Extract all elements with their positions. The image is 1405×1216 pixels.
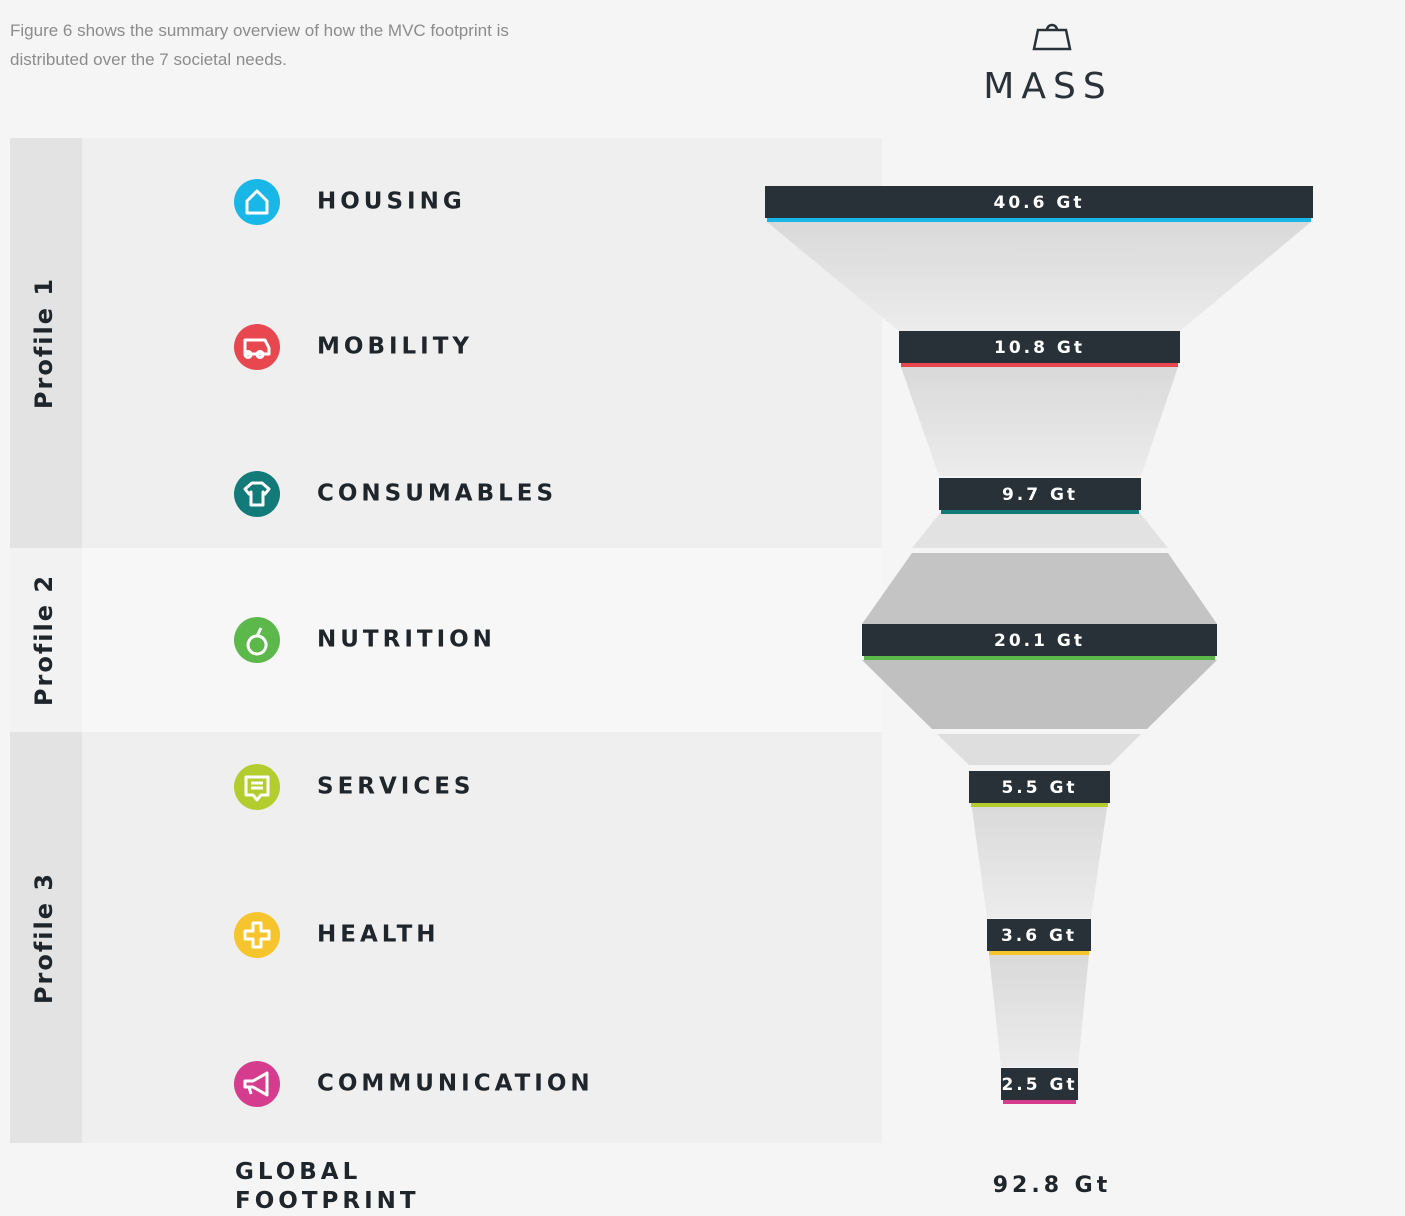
value-bar-underline bbox=[989, 951, 1089, 955]
total-value: 92.8 Gt bbox=[993, 1173, 1112, 1198]
value-bar bbox=[862, 624, 1217, 656]
value-label: 10.8 Gt bbox=[994, 338, 1085, 358]
value-label: 2.5 Gt bbox=[1001, 1075, 1077, 1095]
icon-glyph bbox=[243, 921, 271, 949]
value-bar-underline bbox=[1003, 1100, 1076, 1104]
value-bar bbox=[765, 186, 1313, 218]
icon-glyph bbox=[246, 627, 268, 656]
profile-label: Profile 3 bbox=[30, 872, 58, 1004]
need-label: HEALTH bbox=[317, 922, 440, 948]
weight-icon bbox=[1032, 28, 1072, 51]
funnel bbox=[767, 222, 1311, 1067]
intro-text: Figure 6 shows the summary overview of h… bbox=[10, 21, 509, 69]
value-label: 9.7 Gt bbox=[1002, 485, 1078, 505]
value-bar bbox=[939, 478, 1141, 510]
need-label: HOUSING bbox=[317, 189, 466, 215]
need-icon bbox=[234, 912, 280, 958]
value-bar-underline bbox=[941, 510, 1139, 514]
need-label: MOBILITY bbox=[317, 334, 473, 360]
value-bar-underline bbox=[767, 218, 1311, 222]
value-bar bbox=[1001, 1068, 1078, 1100]
profile-band bbox=[10, 732, 82, 1143]
need-label: SERVICES bbox=[317, 774, 475, 800]
weight-handle bbox=[1045, 23, 1059, 31]
value-bar bbox=[969, 771, 1110, 803]
mass-icon bbox=[1032, 23, 1072, 51]
icon-glyph bbox=[243, 338, 271, 359]
icon-glyph bbox=[243, 481, 271, 507]
profile-label: Profile 1 bbox=[30, 277, 58, 409]
funnel-segment bbox=[901, 367, 1178, 476]
profile-band bbox=[10, 548, 82, 732]
need-icon bbox=[234, 324, 280, 370]
value-bar-underline bbox=[971, 803, 1108, 807]
need-label: CONSUMABLES bbox=[317, 481, 557, 507]
value-label: 5.5 Gt bbox=[1001, 778, 1077, 798]
need-label: COMMUNICATION bbox=[317, 1071, 594, 1097]
value-bar-underline bbox=[901, 363, 1178, 367]
icon-glyph bbox=[245, 189, 269, 215]
value-label: 40.6 Gt bbox=[994, 193, 1085, 213]
funnel-segment bbox=[767, 222, 1311, 331]
funnel-segment bbox=[862, 660, 1217, 729]
value-label: 20.1 Gt bbox=[994, 631, 1085, 651]
value-label: 3.6 Gt bbox=[1001, 926, 1077, 946]
mass-title: MASS bbox=[983, 66, 1112, 107]
row-band bbox=[82, 548, 882, 732]
funnel-segment bbox=[989, 954, 1089, 1067]
funnel-segment bbox=[971, 801, 1108, 918]
need-icon bbox=[234, 471, 280, 517]
need-label: NUTRITION bbox=[317, 627, 496, 653]
value-bar bbox=[899, 331, 1180, 363]
funnel-segment bbox=[862, 553, 1217, 624]
need-icon bbox=[234, 617, 280, 663]
need-icon bbox=[234, 1061, 280, 1107]
profile-band bbox=[10, 138, 82, 548]
value-bar-underline bbox=[864, 656, 1215, 660]
profile-label: Profile 2 bbox=[30, 574, 58, 706]
need-icon bbox=[234, 179, 280, 225]
total-label: GLOBAL FOOTPRINT bbox=[235, 1159, 420, 1214]
icon-glyph bbox=[244, 775, 270, 802]
funnel-segment bbox=[937, 734, 1141, 765]
value-bar bbox=[987, 919, 1091, 951]
row-band bbox=[82, 138, 882, 548]
icon-glyph bbox=[243, 1071, 269, 1097]
funnel-segment bbox=[912, 512, 1168, 548]
row-band bbox=[82, 732, 882, 1143]
